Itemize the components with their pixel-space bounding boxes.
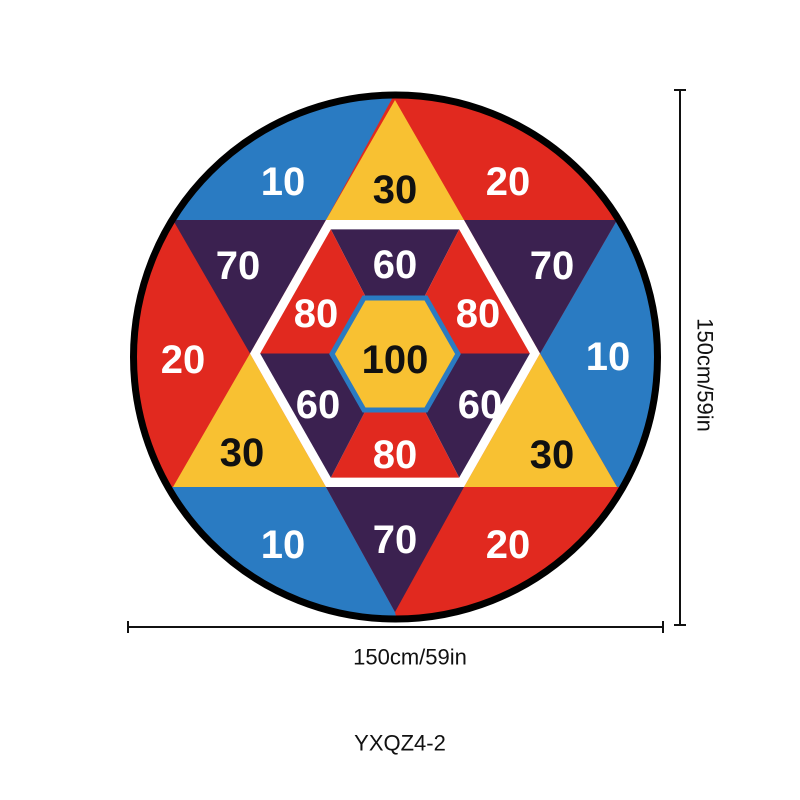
score: 20 bbox=[161, 338, 206, 382]
yellow-point bbox=[464, 353, 617, 487]
blue-field bbox=[540, 220, 658, 487]
dartboard bbox=[133, 95, 658, 619]
score: 80 bbox=[373, 433, 418, 477]
bullseye bbox=[329, 295, 461, 413]
inner-purple bbox=[330, 229, 460, 354]
score: 30 bbox=[220, 431, 265, 475]
yellow-point bbox=[173, 353, 326, 487]
score: 20 bbox=[486, 523, 531, 567]
purple-point bbox=[464, 220, 617, 354]
score: 60 bbox=[296, 383, 341, 427]
score: 60 bbox=[373, 243, 418, 287]
score: 30 bbox=[373, 168, 418, 212]
dimension-lines bbox=[127, 89, 686, 633]
score: 80 bbox=[294, 292, 339, 336]
model-code: YXQZ4-2 bbox=[354, 731, 446, 756]
width-label: 150cm/59in bbox=[353, 645, 467, 670]
purple-point bbox=[173, 220, 326, 354]
score: 10 bbox=[261, 523, 306, 567]
score: 30 bbox=[530, 433, 575, 477]
score: 20 bbox=[486, 160, 531, 204]
score: 10 bbox=[261, 160, 306, 204]
score: 100 bbox=[362, 338, 429, 382]
score: 70 bbox=[373, 518, 418, 562]
score: 70 bbox=[530, 244, 575, 288]
yellow-point bbox=[326, 100, 464, 220]
score: 80 bbox=[456, 292, 501, 336]
height-label: 150cm/59in bbox=[693, 318, 718, 432]
purple-point bbox=[326, 487, 464, 612]
score: 70 bbox=[216, 244, 261, 288]
inner-red bbox=[330, 353, 460, 478]
score: 60 bbox=[458, 383, 503, 427]
score: 10 bbox=[586, 335, 631, 379]
board-rim bbox=[130, 91, 661, 623]
